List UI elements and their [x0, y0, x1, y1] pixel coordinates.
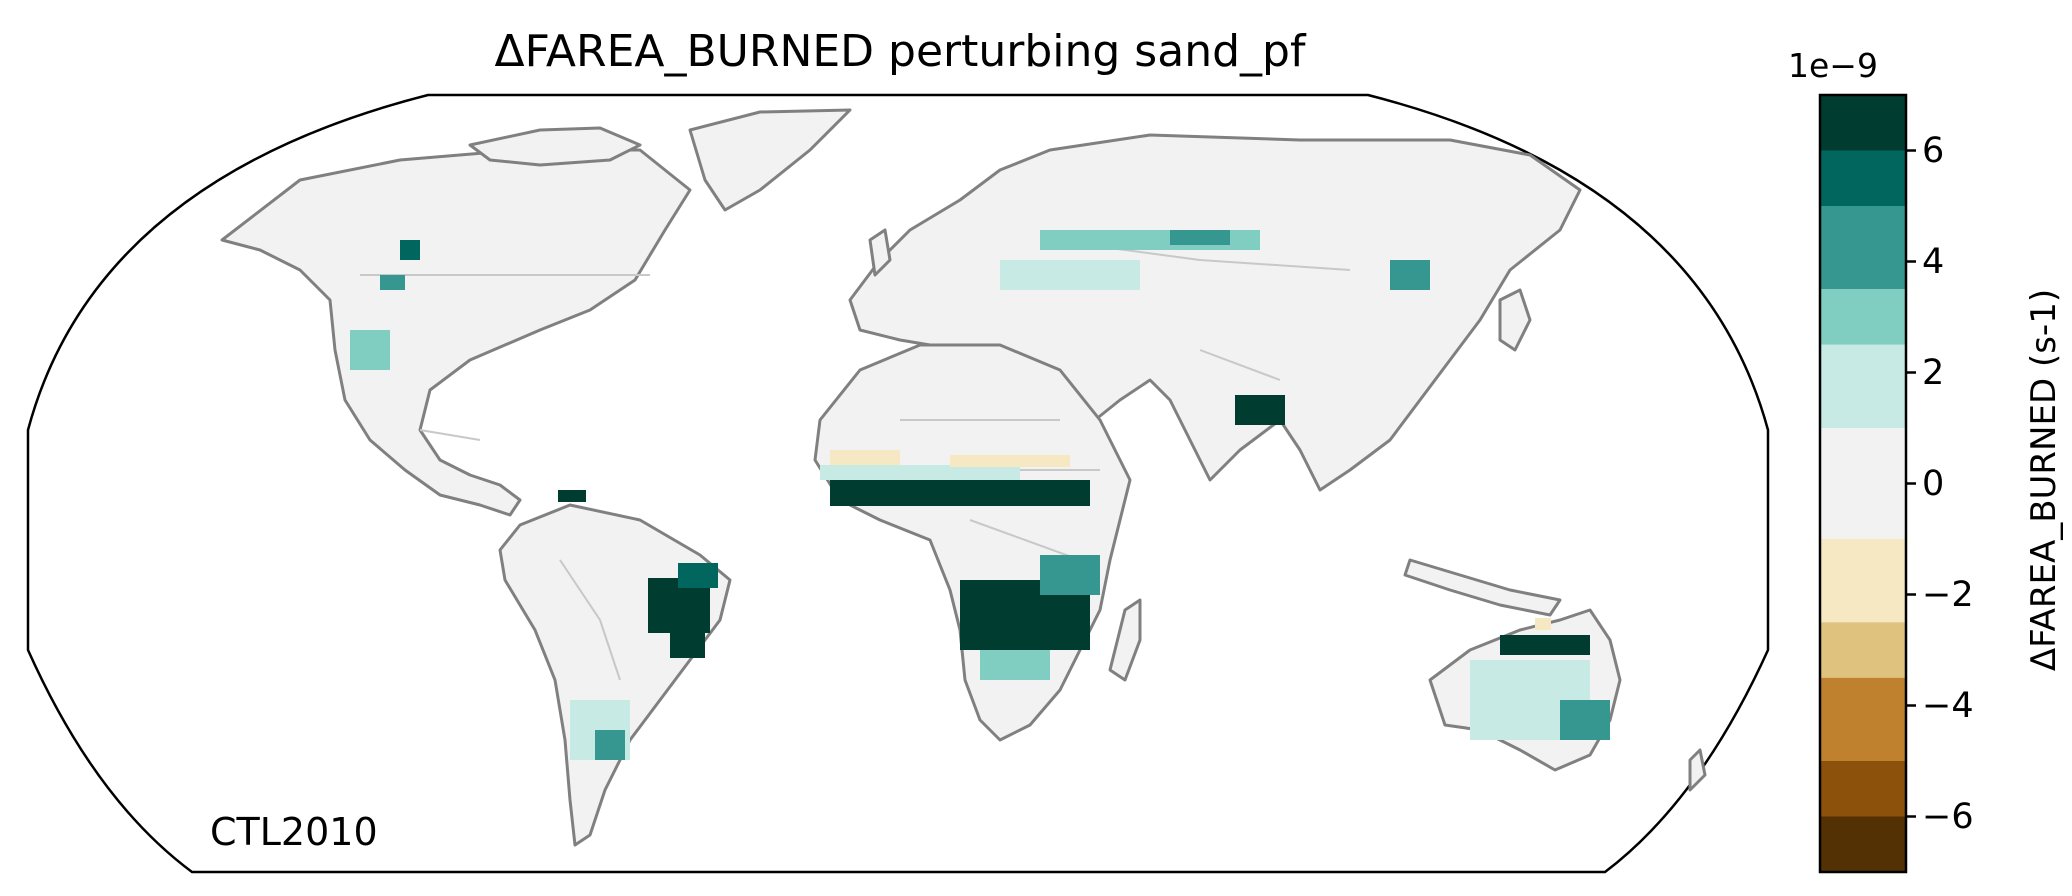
colorbar-bin	[1820, 150, 1906, 206]
north-america-burn-cell	[380, 275, 405, 290]
positive-anomaly-cells	[350, 230, 1610, 760]
eastern-europe-burn-cell	[1000, 260, 1140, 290]
colorbar-bin	[1820, 428, 1906, 539]
colorbar-bin	[1820, 761, 1906, 817]
madagascar-landmass	[1108, 598, 1142, 682]
indonesia-islands	[1403, 558, 1562, 617]
colorbar-bin	[1820, 677, 1906, 761]
sahel-burn-cell	[830, 480, 1090, 506]
colorbar-bin	[1820, 95, 1906, 151]
southern-africa-burn-cell	[980, 650, 1050, 680]
colorbar-tick-label: −6	[1922, 796, 1974, 837]
greenland-landmass	[688, 108, 852, 212]
colorbar-tick-label: 6	[1922, 130, 1945, 171]
india-burn-cell	[1235, 395, 1285, 425]
colorbar-tick-label: −2	[1922, 574, 1974, 615]
uk-islands	[868, 228, 892, 277]
colorbar-label: ΔFAREA_BURNED (s-1)	[2024, 288, 2064, 672]
colorbar	[1818, 93, 1916, 874]
colorbar-bin	[1820, 622, 1906, 678]
sahel-burn-cell	[820, 465, 1020, 480]
south-america-burn-cell	[595, 730, 625, 760]
colorbar-tick-label: 2	[1922, 352, 1945, 393]
negative-anomaly-cells	[830, 450, 1551, 630]
russia-burn-cell	[1170, 230, 1230, 245]
colorbar-tick-label: 0	[1922, 463, 1945, 504]
map-title: ΔFAREA_BURNED perturbing sand_pf	[494, 26, 1306, 77]
colorbar-tick-label: 4	[1922, 241, 1945, 282]
north-america-burn-cell	[400, 240, 420, 260]
experiment-label: CTL2010	[210, 810, 378, 854]
venezuela-burn-cell	[558, 490, 586, 502]
southern-africa-burn-cell	[1040, 555, 1100, 595]
colorbar-bin	[1820, 206, 1906, 290]
arctic-islands	[468, 126, 642, 167]
colorbar-bin	[1820, 289, 1906, 345]
colorbar-bin	[1820, 344, 1906, 428]
manchuria-burn-cell	[1390, 260, 1430, 290]
sahel-negative-cell	[950, 455, 1070, 467]
brazil-burn-cell	[670, 633, 705, 658]
colorbar-bin	[1820, 816, 1906, 872]
australia-burn-cell	[1560, 700, 1610, 740]
north-america-burn-cell	[350, 330, 390, 370]
sahel-negative-cell	[830, 450, 900, 465]
brazil-burn-cell	[678, 563, 718, 588]
colorbar-tick-label: −4	[1922, 685, 1974, 726]
japan-islands	[1498, 288, 1532, 352]
north-america-landmass	[220, 148, 692, 517]
australia-negative-cell	[1535, 618, 1551, 630]
australia-burn-cell	[1500, 635, 1590, 655]
colorbar-bin	[1820, 539, 1906, 623]
new-zealand-islands	[1688, 748, 1707, 792]
colorbar-exponent: 1e−9	[1788, 46, 1878, 85]
